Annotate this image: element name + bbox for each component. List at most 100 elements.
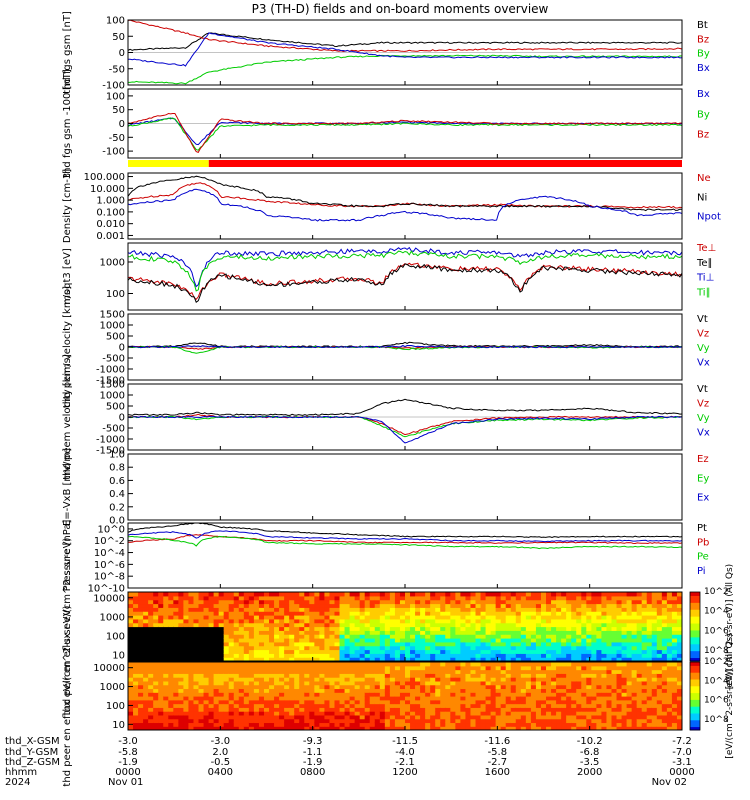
spectrogram-cell <box>505 615 512 620</box>
spectrogram-cell <box>153 622 159 628</box>
spectrogram-cell <box>596 711 603 716</box>
spectrogram-cell <box>636 684 643 690</box>
spectrogram-cell <box>188 692 195 697</box>
spectrogram-cell <box>354 699 361 705</box>
spectrogram-cell <box>525 714 532 720</box>
spectrogram-cell <box>510 599 517 605</box>
spectrogram-cell <box>410 680 416 686</box>
spectrogram-cell <box>339 638 346 643</box>
spectrogram-cell <box>299 703 305 708</box>
spectrogram-cell <box>203 615 210 620</box>
spectrogram-cell <box>500 615 507 620</box>
spectrogram-cell <box>354 665 361 671</box>
spectrogram-cell <box>475 680 482 686</box>
spectrogram-cell <box>319 684 326 690</box>
spectrogram-cell <box>606 688 613 693</box>
spectrogram-cell <box>415 626 421 631</box>
spectrogram-cell <box>410 696 416 701</box>
spectrogram-cell <box>475 665 482 671</box>
spectrogram-cell <box>475 630 482 635</box>
spectrogram-cell <box>389 692 396 697</box>
spectrogram-cell <box>420 615 426 620</box>
y-tick-label: 100 <box>106 632 125 643</box>
spectrogram-cell <box>314 607 320 612</box>
spectrogram-cell <box>500 703 507 708</box>
spectrogram-cell <box>510 653 517 658</box>
spectrogram-cell <box>596 626 603 631</box>
spectrogram-cell <box>515 707 522 712</box>
spectrogram-cell <box>455 618 461 624</box>
spectrogram-cell <box>540 718 547 724</box>
spectrogram-cell <box>530 677 537 682</box>
spectrogram-cell <box>263 703 270 708</box>
spectrogram-cell <box>465 692 472 697</box>
spectrogram-cell <box>420 599 426 605</box>
spectrogram-cell <box>374 665 381 671</box>
spectrogram-cell <box>500 677 507 682</box>
spectrogram-cell <box>228 722 235 727</box>
spectrogram-cell <box>591 677 597 682</box>
spectrogram-cell <box>495 688 502 693</box>
spectrogram-cell <box>626 595 633 601</box>
spectrogram-cell <box>218 714 225 720</box>
spectrogram-cell <box>601 649 608 654</box>
spectrogram-cell <box>193 622 200 628</box>
spectrogram-cell <box>274 718 280 724</box>
spectrogram-cell <box>208 638 215 643</box>
spectrogram-cell <box>274 592 280 597</box>
spectrogram-cell <box>238 707 245 712</box>
spectrogram-cell <box>405 684 411 690</box>
spectrogram-cell <box>168 592 174 597</box>
spectrogram-cell <box>168 692 174 697</box>
spectrogram-cell <box>546 630 552 635</box>
spectrogram-cell <box>158 607 164 612</box>
spectrogram-cell <box>425 634 431 639</box>
spectrogram-cell <box>218 722 225 727</box>
spectrogram-cell <box>435 722 441 727</box>
spectrogram-cell <box>445 669 451 674</box>
spectrogram-cell <box>430 634 436 639</box>
spectrogram-cell <box>374 677 381 682</box>
spectrogram-cell <box>465 607 472 612</box>
colorbar-swatch <box>690 675 700 678</box>
spectrogram-cell <box>133 641 139 647</box>
spectrogram-cell <box>601 603 608 608</box>
spectrogram-cell <box>631 592 638 597</box>
spectrogram-cell <box>410 714 416 720</box>
spectrogram-cell <box>289 696 295 701</box>
spectrogram-cell <box>490 692 497 697</box>
spectrogram-cell <box>354 630 361 635</box>
spectrogram-cell <box>611 696 618 701</box>
spectrogram-cell <box>248 622 255 628</box>
spectrogram-cell <box>193 634 200 639</box>
spectrogram-cell <box>535 680 542 686</box>
spectrogram-cell <box>359 599 366 605</box>
spectrogram-cell <box>269 722 275 727</box>
spectrogram-cell <box>248 722 255 727</box>
spectrogram-cell <box>515 714 522 720</box>
spectrogram-cell <box>389 592 396 597</box>
spectrogram-cell <box>480 657 487 661</box>
spectrogram-cell <box>334 714 341 720</box>
spectrogram-cell <box>651 688 658 693</box>
spectrogram-cell <box>188 657 195 661</box>
spectrogram-cell <box>228 653 235 658</box>
spectrogram-cell <box>520 657 527 661</box>
spectrogram-cell <box>178 673 184 678</box>
spectrogram-cell <box>243 673 250 678</box>
spectrogram-cell <box>243 603 250 608</box>
spectrogram-cell <box>178 714 184 720</box>
spectrogram-cell <box>566 699 572 705</box>
spectrogram-cell <box>128 626 134 631</box>
spectrogram-cell <box>510 649 517 654</box>
spectrogram-cell <box>319 618 326 624</box>
spectrogram-cell <box>591 722 597 727</box>
spectrogram-cell <box>223 696 230 701</box>
spectrogram-cell <box>183 595 190 601</box>
spectrogram-cell <box>334 707 341 712</box>
spectrogram-cell <box>389 703 396 708</box>
spectrogram-cell <box>631 649 638 654</box>
spectrogram-cell <box>344 703 351 708</box>
spectrogram-cell <box>178 669 184 674</box>
spectrogram-cell <box>128 726 134 730</box>
